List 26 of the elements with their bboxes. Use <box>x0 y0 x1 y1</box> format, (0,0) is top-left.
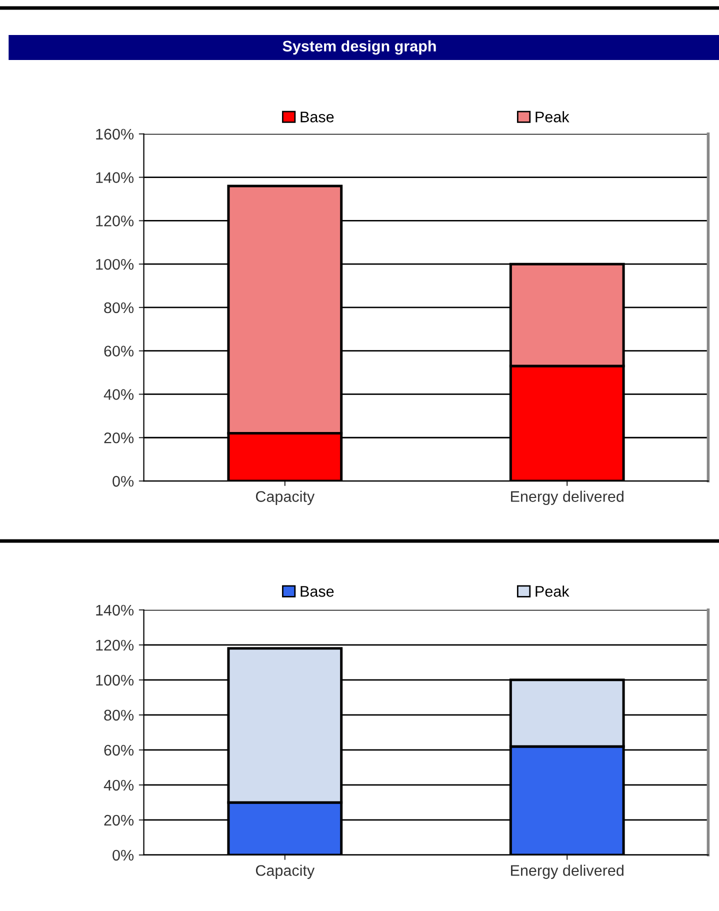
y-tick-label: 40% <box>104 780 134 791</box>
y-tick-label: 80% <box>104 302 134 314</box>
y-tick-label: 0% <box>112 476 134 487</box>
x-tick-label: Capacity <box>256 864 315 879</box>
y-tick-label: 160% <box>96 128 134 140</box>
x-tick-label: Capacity <box>256 490 315 505</box>
x-tick-label: Energy delivered <box>511 490 624 505</box>
y-tick-label: 140% <box>96 604 134 616</box>
chart-title: System design graph <box>282 40 436 55</box>
y-tick-label: 120% <box>96 640 134 651</box>
y-tick-label: 100% <box>96 674 134 686</box>
y-tick-label: 120% <box>96 216 134 226</box>
y-tick-label: 40% <box>104 389 134 400</box>
legend-label: Base <box>300 586 334 597</box>
y-tick-label: 20% <box>104 814 134 826</box>
y-tick-label: 60% <box>104 744 134 756</box>
y-tick-label: 60% <box>104 346 134 357</box>
y-tick-label: 0% <box>112 850 134 861</box>
y-tick-label: 140% <box>96 172 134 183</box>
y-tick-label: 80% <box>104 710 134 721</box>
legend-label: Peak <box>536 111 570 122</box>
y-tick-label: 100% <box>96 258 134 270</box>
legend-label: Peak <box>536 586 570 597</box>
legend-label: Base <box>300 112 334 122</box>
x-tick-label: Energy delivered <box>511 864 624 879</box>
y-tick-label: 20% <box>104 432 134 444</box>
